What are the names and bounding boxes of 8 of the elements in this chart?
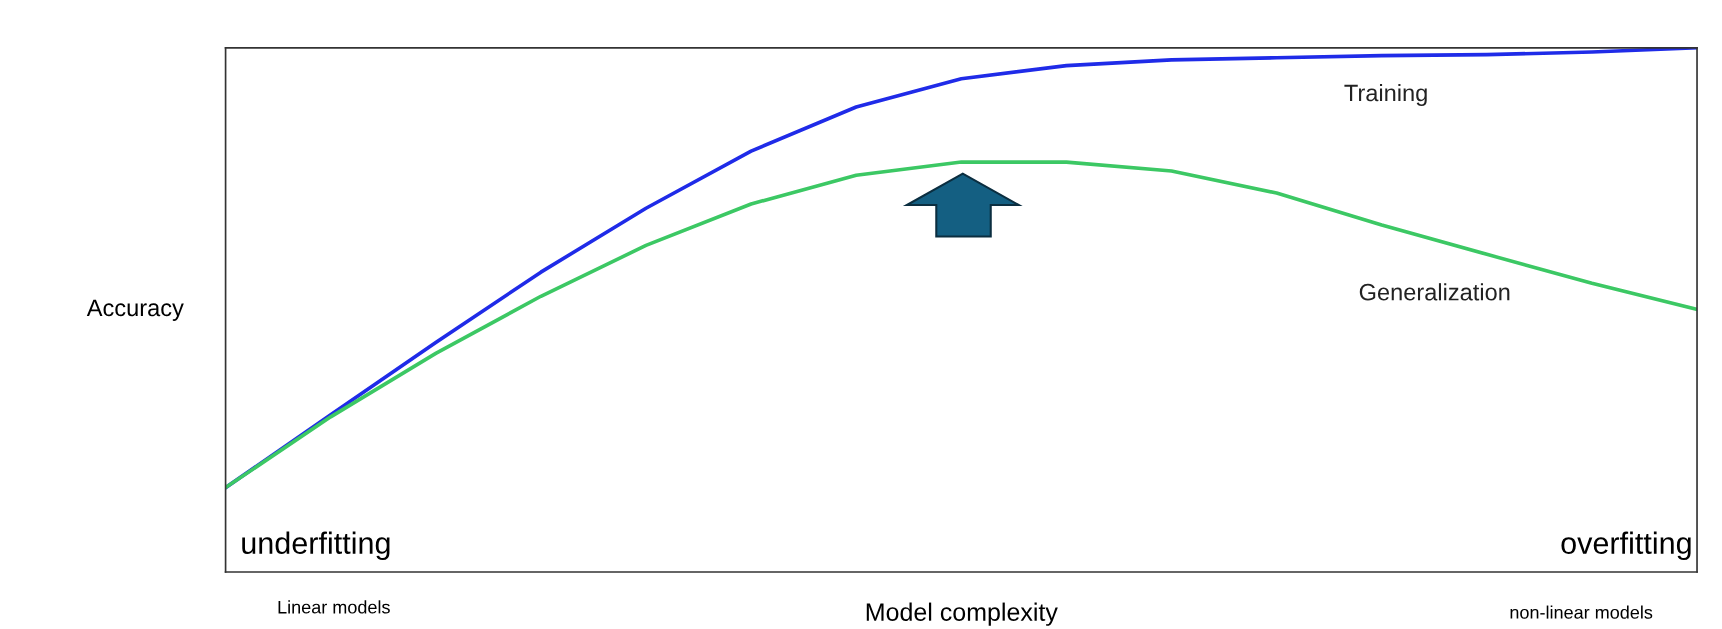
annotation: overfitting xyxy=(1561,531,1691,561)
annotation: underfitting xyxy=(242,531,390,561)
series-label: Training xyxy=(1344,83,1427,106)
text: Linear models xyxy=(278,600,390,614)
text: non-linear models xyxy=(1510,605,1653,619)
y-axis-title: Accuracy xyxy=(86,299,184,321)
x-axis-title: Model complexity xyxy=(866,602,1058,626)
series-label: Generalization xyxy=(1359,283,1510,301)
